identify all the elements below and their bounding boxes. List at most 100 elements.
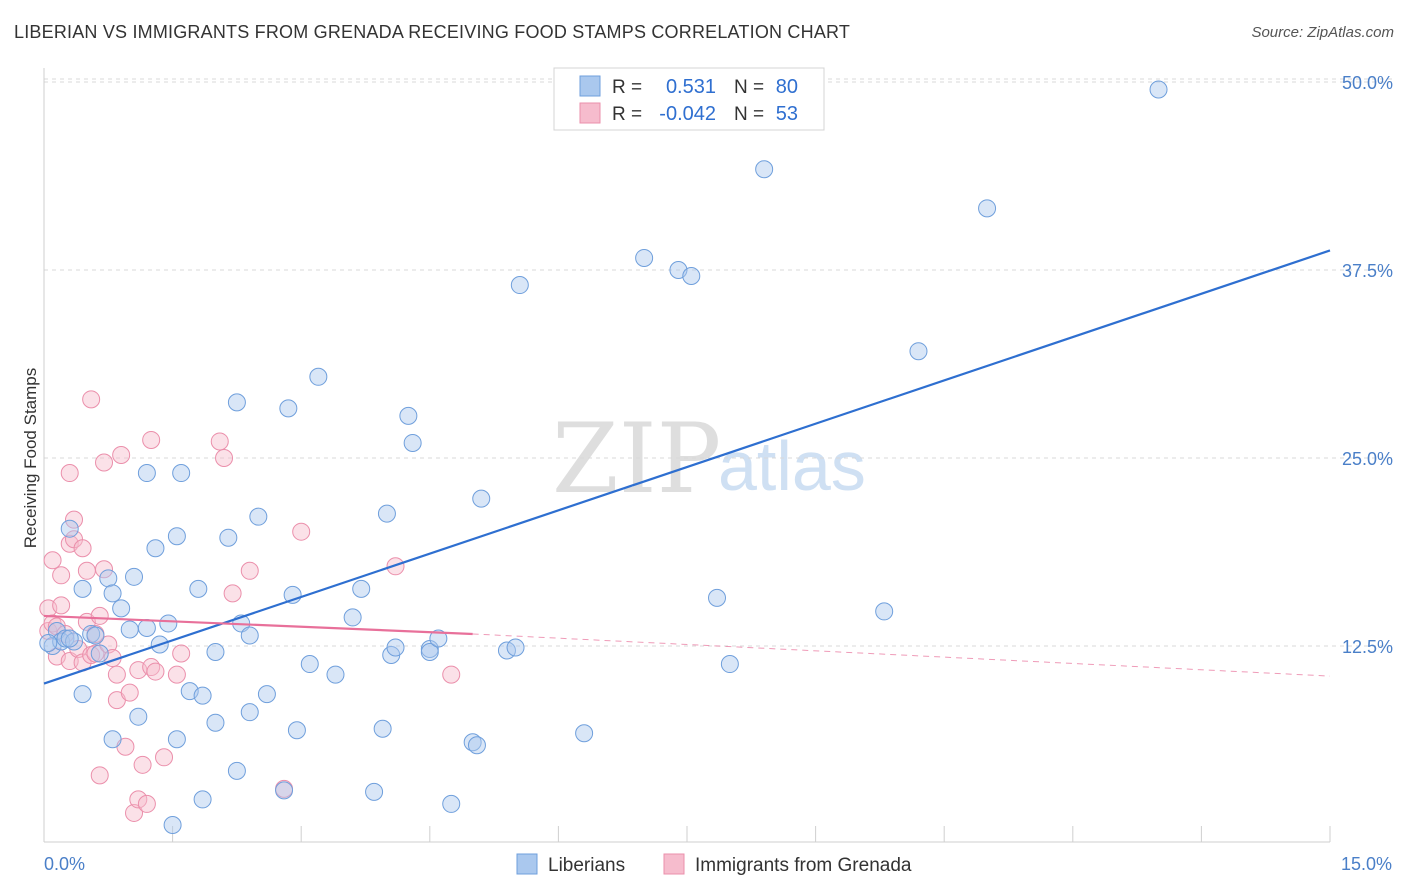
point-grenada: [52, 596, 71, 615]
series-liberians-points: [39, 80, 1168, 834]
point-liberians: [575, 724, 594, 743]
y-tick-label: 25.0%: [1342, 449, 1393, 469]
stats-swatch-liberians: [579, 75, 601, 97]
point-liberians: [103, 584, 122, 603]
point-liberians: [137, 464, 156, 483]
legend-label-liberians: Liberians: [548, 855, 625, 876]
point-liberians: [472, 489, 491, 508]
point-grenada: [240, 561, 259, 580]
point-liberians: [420, 643, 439, 662]
source-label: Source: ZipAtlas.com: [1251, 24, 1394, 41]
point-liberians: [708, 588, 727, 607]
point-grenada: [210, 432, 229, 451]
point-liberians: [240, 703, 259, 722]
point-liberians: [399, 406, 418, 425]
point-liberians: [365, 782, 384, 801]
stats-box: R = 0.531 N = 80 R = -0.042 N = 53: [553, 67, 825, 131]
stats-n-label-1: N =: [734, 77, 764, 98]
y-tick-label: 12.5%: [1342, 637, 1393, 657]
point-grenada: [167, 665, 186, 684]
gridlines: [44, 78, 1392, 647]
point-grenada: [107, 665, 126, 684]
point-liberians: [403, 433, 422, 452]
series-grenada-points: [39, 390, 461, 822]
stats-n-label-2: N =: [734, 104, 764, 125]
point-liberians: [978, 199, 997, 218]
point-grenada: [90, 606, 109, 625]
point-grenada: [133, 755, 152, 774]
point-liberians: [163, 815, 182, 834]
point-grenada: [65, 510, 84, 529]
point-liberians: [60, 629, 79, 648]
watermark-atlas: atlas: [718, 427, 866, 505]
point-grenada: [43, 551, 62, 570]
y-tick-label: 37.5%: [1342, 261, 1393, 281]
point-grenada: [223, 584, 242, 603]
point-liberians: [219, 528, 238, 547]
point-grenada: [137, 794, 156, 813]
point-liberians: [257, 685, 276, 704]
point-grenada: [142, 430, 161, 449]
point-liberians: [755, 160, 774, 179]
point-liberians: [506, 638, 525, 657]
legend: Liberians Immigrants from Grenada: [516, 853, 912, 876]
point-liberians: [909, 342, 928, 361]
point-liberians: [206, 713, 225, 732]
point-grenada: [442, 665, 461, 684]
point-grenada: [120, 683, 139, 702]
stats-r-value-1: 0.531: [666, 76, 716, 98]
stats-r-label-1: R =: [612, 77, 642, 98]
x-tick-label-max: 15.0%: [1341, 854, 1392, 874]
point-grenada: [52, 566, 71, 585]
point-liberians: [300, 655, 319, 674]
point-liberians: [39, 633, 58, 652]
point-liberians: [90, 644, 109, 663]
point-grenada: [82, 390, 101, 409]
point-grenada: [112, 445, 131, 464]
point-grenada: [129, 790, 148, 809]
point-grenada: [86, 644, 105, 663]
point-liberians: [467, 736, 486, 755]
point-liberians: [442, 794, 461, 813]
trendline-grenada-extended: [472, 633, 1331, 677]
point-grenada: [172, 644, 191, 663]
point-grenada: [73, 539, 92, 558]
point-grenada: [95, 453, 114, 472]
point-grenada: [146, 662, 165, 681]
y-tick-label: 50.0%: [1342, 73, 1393, 93]
point-liberians: [146, 539, 165, 558]
point-grenada: [60, 464, 79, 483]
point-liberians: [377, 504, 396, 523]
point-liberians: [240, 626, 259, 645]
point-liberians: [373, 719, 392, 738]
stats-n-value-1: 80: [776, 76, 798, 98]
point-liberians: [189, 579, 208, 598]
point-grenada: [292, 522, 311, 541]
point-liberians: [249, 507, 268, 526]
stats-r-value-2: -0.042: [659, 103, 716, 125]
point-liberians: [167, 730, 186, 749]
point-liberians: [510, 276, 529, 295]
point-grenada: [215, 449, 234, 467]
point-liberians: [137, 618, 156, 637]
point-liberians: [309, 367, 328, 386]
point-liberians: [682, 267, 701, 286]
point-liberians: [1149, 80, 1168, 99]
point-liberians: [206, 643, 225, 662]
watermark-zip: ZIP: [552, 403, 721, 515]
point-liberians: [112, 599, 131, 618]
stats-swatch-grenada: [579, 102, 601, 124]
trendline-liberians: [43, 249, 1331, 685]
legend-swatch-liberians: [516, 853, 538, 875]
point-liberians: [103, 730, 122, 749]
point-liberians: [99, 569, 118, 588]
y-axis-label: Receiving Food Stamps: [21, 368, 40, 548]
point-liberians: [227, 393, 246, 412]
point-liberians: [73, 685, 92, 704]
point-liberians: [167, 527, 186, 546]
point-liberians: [287, 721, 306, 740]
trendline-grenada: [43, 614, 473, 636]
x-tick-marks: [172, 826, 1331, 842]
legend-swatch-grenada: [663, 853, 685, 875]
